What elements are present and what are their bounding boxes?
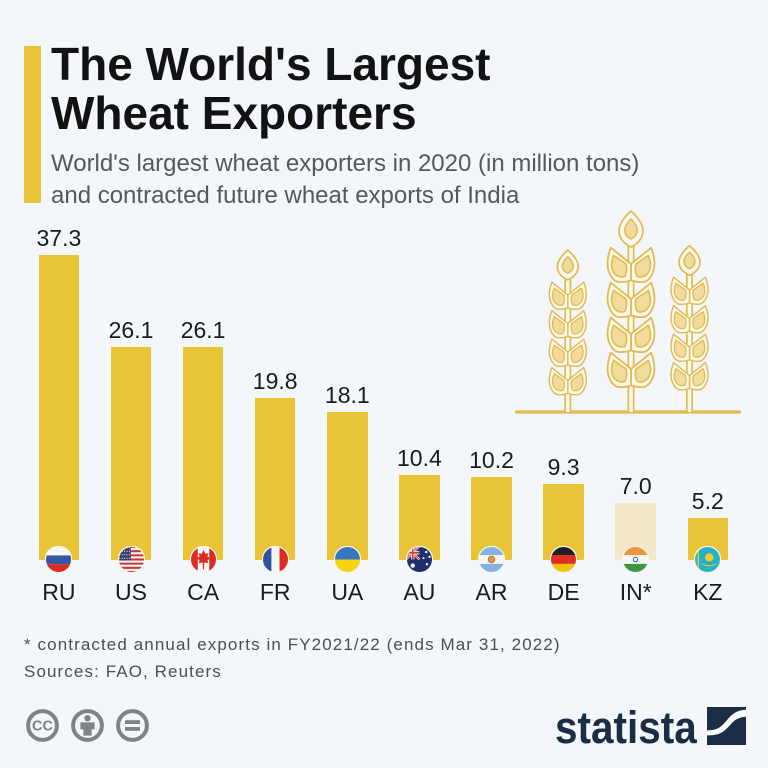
svg-text:CC: CC [32,719,53,735]
